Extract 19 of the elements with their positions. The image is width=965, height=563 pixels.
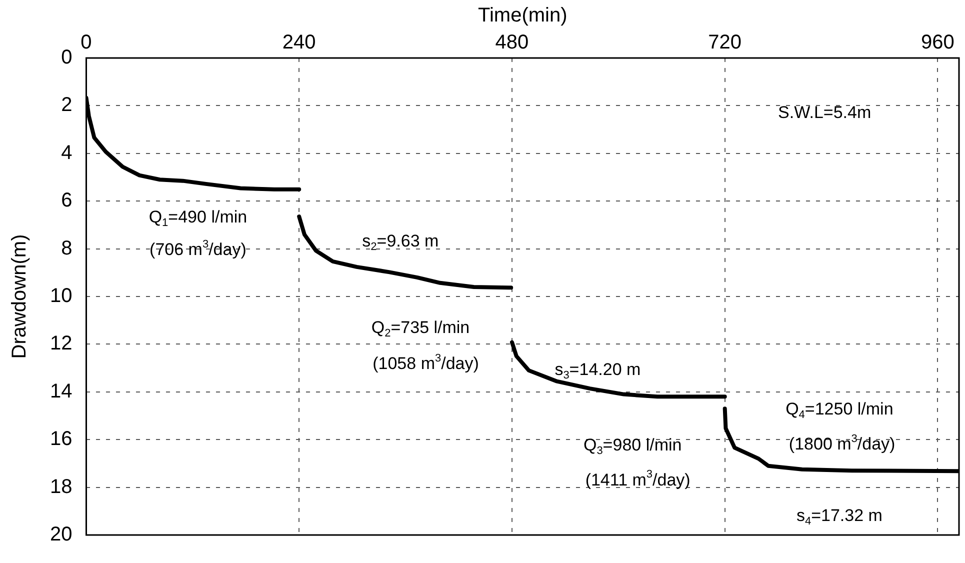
x-tick-label: 480 bbox=[495, 32, 529, 54]
y-axis-title: Drawdown(m) bbox=[8, 234, 31, 359]
x-tick-label: 0 bbox=[80, 32, 92, 54]
x-tick-label: 240 bbox=[282, 32, 316, 54]
x-tick-label: 720 bbox=[708, 32, 742, 54]
y-tick-label: 10 bbox=[50, 285, 72, 308]
y-tick-label: 12 bbox=[50, 332, 72, 355]
y-tick-label: 16 bbox=[50, 428, 72, 450]
y-tick-label: 4 bbox=[61, 142, 72, 164]
y-tick-label: 0 bbox=[61, 46, 72, 69]
annotation: S.W.L=5.4m bbox=[778, 103, 872, 122]
y-tick-label: 18 bbox=[50, 476, 72, 498]
y-tick-label: 8 bbox=[61, 237, 72, 260]
x-tick-label: 960 bbox=[921, 32, 954, 54]
y-tick-label: 2 bbox=[61, 94, 72, 116]
y-tick-label: 6 bbox=[61, 190, 72, 212]
y-tick-label: 14 bbox=[50, 380, 72, 402]
y-tick-label: 20 bbox=[50, 524, 72, 546]
x-axis-title: Time(min) bbox=[478, 4, 568, 27]
